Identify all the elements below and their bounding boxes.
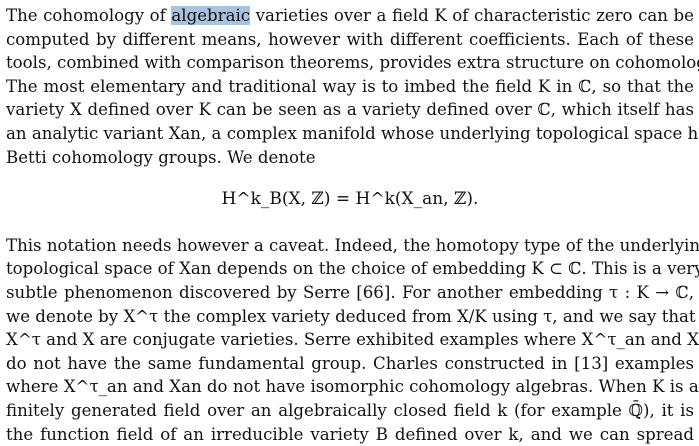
text-line: X^τ and X are conjugate varieties. Serre… — [6, 330, 699, 350]
text-line: The cohomology of algebraic varieties ov… — [6, 4, 694, 28]
text-line: finitely generated field over an algebra… — [6, 400, 694, 420]
text-line: we denote by X^τ the complex variety ded… — [6, 306, 696, 326]
text-line: where X^τ_an and Xan do not have isomorp… — [6, 377, 699, 397]
text-line: subtle phenomenon discovered by Serre [6… — [6, 282, 694, 302]
text-line: This notation needs however a caveat. In… — [6, 235, 699, 255]
text-line: Betti cohomology groups. We denote — [6, 147, 316, 167]
text-line: the function field of an irreducible var… — [6, 424, 694, 444]
display-equation: H^k_B(X, ℤ) = H^k(X_an, ℤ). — [221, 189, 479, 210]
text-span: varieties over a field K of characterist… — [250, 6, 694, 25]
text-line: topological space of Xan depends on the … — [6, 259, 699, 279]
text-line: computed by different means, however wit… — [6, 29, 694, 49]
text-span: The cohomology of — [6, 6, 172, 25]
text-line: tools, combined with comparison theorems… — [6, 53, 699, 73]
paragraph-2: This notation needs however a caveat. In… — [6, 234, 699, 446]
text-line: variety X defined over K can be seen as … — [6, 100, 694, 120]
paragraph-1: The cohomology of algebraic varieties ov… — [6, 4, 699, 169]
highlighted-word[interactable]: algebraic — [171, 6, 251, 25]
paper-page: The cohomology of algebraic varieties ov… — [6, 4, 699, 446]
text-line: an analytic variant Xan, a complex manif… — [6, 123, 699, 143]
text-line: do not have the same fundamental group. … — [6, 353, 694, 373]
text-line: The most elementary and traditional way … — [6, 76, 694, 96]
